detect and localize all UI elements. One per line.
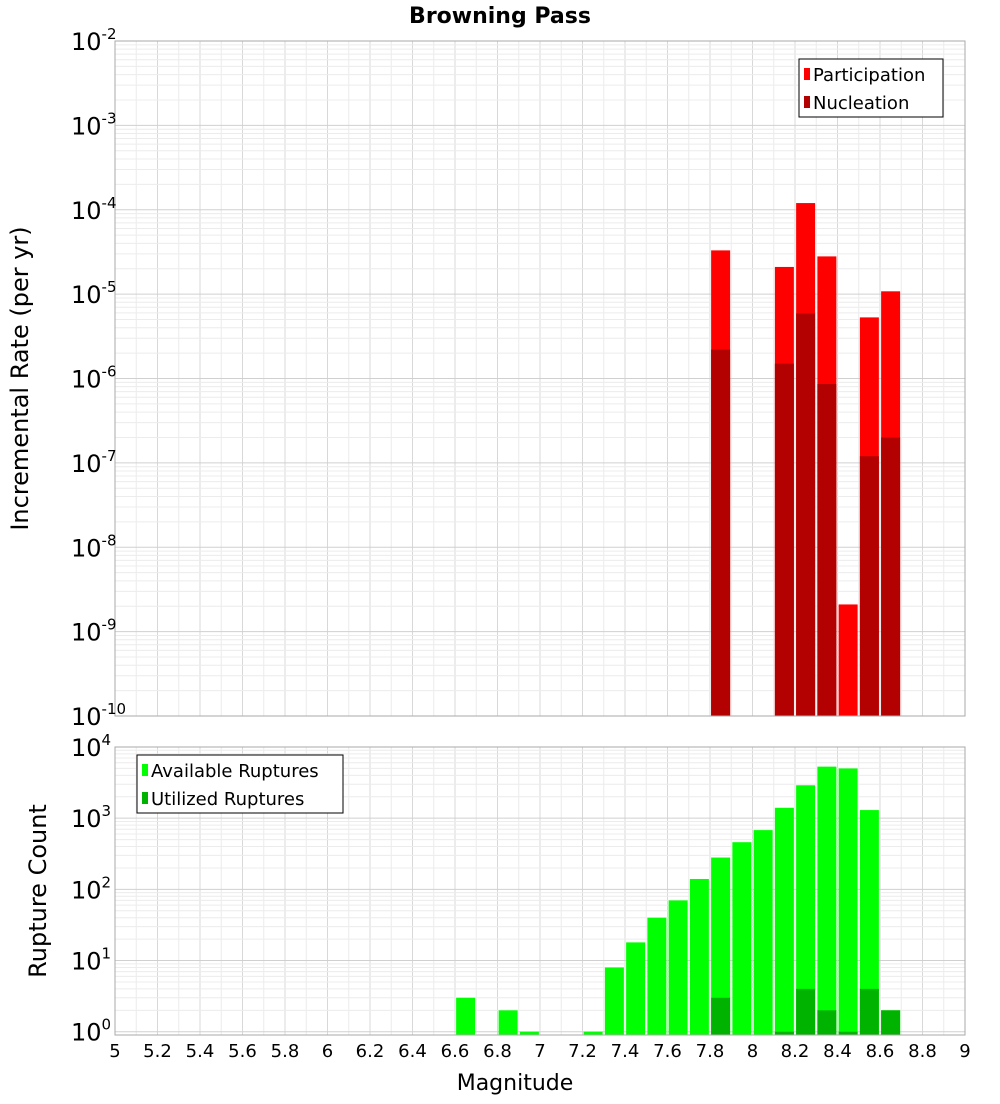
- legend-label: Utilized Ruptures: [151, 789, 304, 810]
- legend-label: Nucleation: [813, 93, 909, 114]
- y-tick-label: 10-10: [71, 700, 126, 731]
- bar-available-ruptures: [519, 1031, 539, 1035]
- bar-available-ruptures: [604, 967, 624, 1035]
- legend-swatch: [142, 764, 148, 776]
- legend: Available Ruptures Utilized Ruptures: [136, 754, 344, 814]
- legend-box: [136, 754, 344, 814]
- bar-utilized-ruptures: [838, 1031, 858, 1035]
- x-tick-label: 5.4: [186, 1041, 215, 1062]
- y-axis-label: Rupture Count: [24, 804, 52, 978]
- x-tick-label: 5.8: [271, 1041, 300, 1062]
- bars-group: [711, 203, 901, 717]
- y-tick-label: 103: [71, 802, 111, 833]
- x-tick-label: 7.4: [611, 1041, 640, 1062]
- x-tick-label: 8.4: [823, 1041, 852, 1062]
- y-tick-label: 10-3: [71, 109, 117, 140]
- y-tick-label: 104: [71, 731, 111, 762]
- x-tick-label: 6.8: [483, 1041, 512, 1062]
- bar-available-ruptures: [456, 997, 476, 1035]
- legend: Participation Nucleation: [798, 58, 944, 118]
- chart-title: Browning Pass: [409, 4, 591, 29]
- bar-available-ruptures: [583, 1031, 603, 1035]
- x-axis-label: Magnitude: [457, 1071, 574, 1096]
- legend-swatch: [804, 68, 810, 80]
- bar-nucleation: [881, 437, 901, 716]
- grid-lines: [114, 40, 966, 717]
- y-tick-label: 101: [71, 945, 111, 976]
- x-tick-label: 6.2: [356, 1041, 385, 1062]
- plot-frame: [114, 40, 966, 717]
- bar-utilized-ruptures: [881, 1010, 901, 1035]
- bar-available-ruptures: [711, 857, 731, 1035]
- bar-utilized-ruptures: [711, 997, 731, 1035]
- y-tick-label: 10-9: [71, 616, 117, 647]
- bar-available-ruptures: [498, 1010, 518, 1035]
- bar-nucleation: [774, 363, 794, 716]
- y-tick-label: 10-7: [71, 447, 117, 478]
- bar-utilized-ruptures: [859, 988, 879, 1035]
- count-panel: 100 101 102 103 104 Rupture Count 5 5.2 5.4 5.6 5.…: [24, 731, 971, 1096]
- x-tick-label: 5: [109, 1041, 120, 1062]
- plot-frame: [114, 746, 966, 1036]
- x-tick-label: 6.4: [398, 1041, 427, 1062]
- bar-nucleation: [817, 384, 837, 716]
- legend-box: [798, 58, 944, 118]
- x-tick-label: 7.6: [653, 1041, 682, 1062]
- y-tick-label: 10-4: [71, 194, 117, 225]
- y-tick-label: 102: [71, 873, 111, 904]
- bar-available-ruptures: [774, 807, 794, 1035]
- bar-utilized-ruptures: [796, 988, 816, 1035]
- bar-available-ruptures: [817, 766, 837, 1035]
- bar-available-ruptures: [732, 842, 752, 1035]
- legend-swatch: [804, 96, 810, 108]
- bar-nucleation: [796, 313, 816, 716]
- y-tick-label: 10-5: [71, 278, 117, 309]
- bar-available-ruptures: [859, 810, 879, 1035]
- x-tick-label: 5.2: [143, 1041, 172, 1062]
- x-tick-label: 5.6: [228, 1041, 257, 1062]
- x-tick-label: 8.6: [866, 1041, 895, 1062]
- bar-available-ruptures: [796, 785, 816, 1035]
- bar-available-ruptures: [689, 878, 709, 1035]
- x-tick-label: 9: [959, 1041, 970, 1062]
- y-tick-label: 10-8: [71, 531, 117, 562]
- x-tick-label: 8.2: [781, 1041, 810, 1062]
- bar-nucleation: [859, 456, 879, 716]
- legend-swatch: [142, 792, 148, 804]
- x-tick-label: 7.2: [568, 1041, 597, 1062]
- x-tick-label: 7: [534, 1041, 545, 1062]
- y-tick-label: 10-6: [71, 363, 117, 394]
- bar-utilized-ruptures: [774, 1031, 794, 1035]
- legend-label: Participation: [813, 65, 925, 86]
- y-tick-label: 100: [71, 1016, 111, 1047]
- x-tick-label: 8: [747, 1041, 758, 1062]
- y-tick-label: 10-2: [71, 25, 117, 56]
- x-tick-label: 6.6: [441, 1041, 470, 1062]
- x-tick-label: 7.8: [696, 1041, 725, 1062]
- bar-available-ruptures: [838, 768, 858, 1035]
- bar-available-ruptures: [753, 830, 773, 1035]
- bar-available-ruptures: [668, 900, 688, 1035]
- rate-panel: 10-10 10-9 10-8 10-7 10-6 10-5 10-4 10-3 10-2 Inc…: [6, 4, 966, 731]
- bar-utilized-ruptures: [817, 1010, 837, 1035]
- x-tick-label: 8.8: [908, 1041, 937, 1062]
- y-axis-label: Incremental Rate (per yr): [6, 226, 34, 530]
- bars-group: [456, 766, 901, 1035]
- x-tick-label: 6: [322, 1041, 333, 1062]
- bar-participation: [838, 604, 858, 716]
- bar-nucleation: [711, 349, 731, 716]
- bar-available-ruptures: [647, 917, 667, 1035]
- legend-label: Available Ruptures: [151, 761, 319, 782]
- bar-available-ruptures: [626, 942, 646, 1035]
